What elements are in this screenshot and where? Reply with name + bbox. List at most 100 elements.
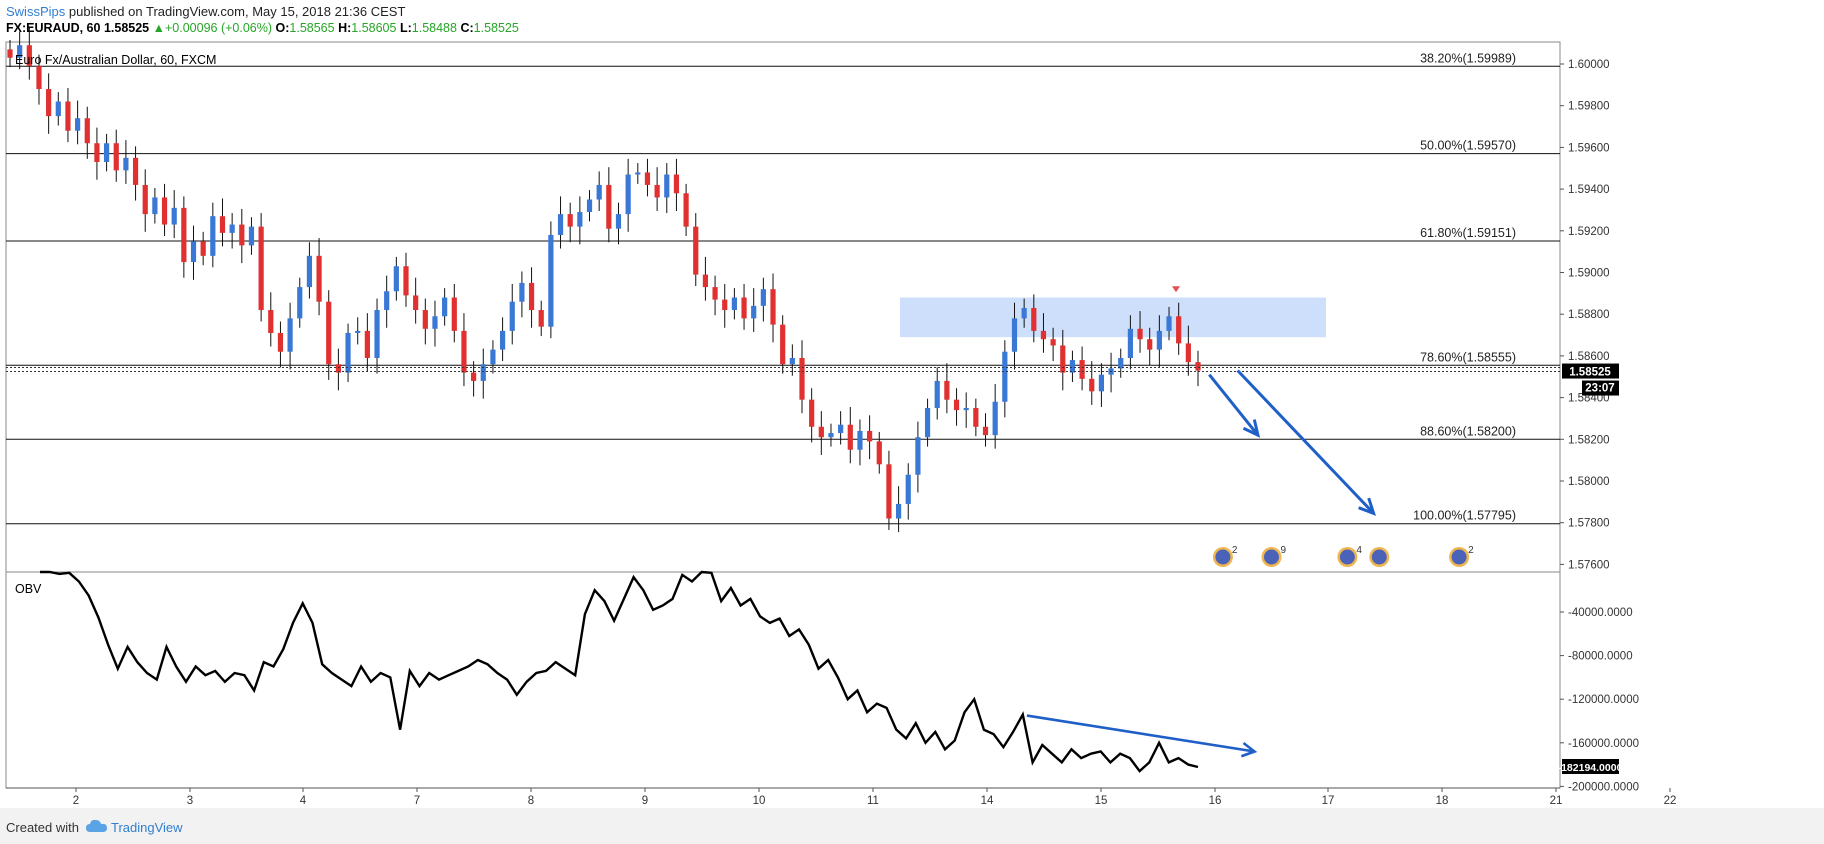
- up-triangle-icon: ▲: [152, 21, 165, 35]
- candle-bullish: [442, 297, 448, 317]
- candle-bearish: [335, 364, 341, 373]
- candle-bearish: [132, 157, 139, 185]
- candle-bullish: [1069, 360, 1076, 373]
- candle-bullish: [577, 212, 583, 227]
- candle-bearish: [944, 380, 950, 400]
- candle-bearish: [982, 426, 989, 436]
- flag-icon: [1339, 549, 1355, 565]
- candle-bullish: [1156, 330, 1162, 350]
- y-tick-label: 1.58200: [1568, 434, 1610, 446]
- x-tick-label: 2: [73, 795, 79, 807]
- chart-title: Euro Fx/Australian Dollar, 60, FXCM: [15, 53, 216, 67]
- price-tag-label: 1.58525: [1569, 367, 1611, 379]
- candle-bullish: [895, 503, 902, 519]
- candle-bearish: [780, 324, 786, 365]
- candle-bearish: [1195, 362, 1201, 371]
- candle-bearish: [702, 274, 709, 288]
- candle-bearish: [181, 207, 187, 263]
- y-tick-label: 1.58400: [1568, 393, 1610, 405]
- flag-icon: [1451, 549, 1467, 565]
- candle-bullish: [374, 310, 380, 358]
- candle-bullish: [480, 364, 486, 381]
- candle-bearish: [867, 430, 873, 442]
- candle-bullish: [384, 291, 390, 311]
- candle-bearish: [606, 184, 612, 229]
- event-badges[interactable]: 2 9 4 2: [1212, 545, 1474, 567]
- obv-title: OBV: [15, 582, 42, 596]
- obv-tick-label: -120000.0000: [1568, 694, 1639, 706]
- candles: [6, 27, 1560, 533]
- candle-bearish: [722, 299, 728, 311]
- candle-bearish: [799, 357, 805, 400]
- high-label: H:: [338, 21, 352, 35]
- arrowhead-icon: [1240, 741, 1258, 758]
- x-tick-label: 3: [187, 795, 193, 807]
- candle-bullish: [1166, 316, 1172, 331]
- marker-triangle-icon: [1172, 286, 1180, 293]
- candle-bearish: [1050, 339, 1056, 346]
- fib-level-label: 50.00%(1.59570): [1420, 139, 1516, 153]
- high-value: 1.58605: [351, 21, 397, 35]
- candle-bearish: [693, 226, 699, 275]
- resistance-zone-box[interactable]: [900, 297, 1326, 338]
- y-tick-label: 1.59200: [1568, 226, 1610, 238]
- forecast-arrow-line[interactable]: [1236, 369, 1375, 515]
- candle-bearish: [277, 332, 284, 352]
- candle-bullish: [297, 287, 303, 319]
- candle-bearish: [770, 289, 776, 325]
- author-link[interactable]: SwissPips: [6, 4, 66, 19]
- resistance-zone[interactable]: [900, 297, 1326, 338]
- published-text: published on TradingView.com, May 15, 20…: [68, 4, 406, 19]
- candle-bearish: [712, 287, 718, 300]
- price-pane[interactable]: [5, 41, 1561, 573]
- obv-pane[interactable]: [5, 570, 1561, 789]
- candle-bullish: [229, 224, 235, 233]
- candle-bullish: [760, 289, 766, 306]
- candle-bearish: [673, 174, 680, 194]
- candle-bearish: [818, 426, 824, 438]
- candle-bullish: [499, 330, 506, 350]
- candle-bullish: [963, 408, 969, 411]
- candle-bullish: [838, 424, 844, 434]
- fib-level-label: 38.20%(1.59989): [1420, 51, 1516, 65]
- candle-bearish: [876, 441, 882, 465]
- candle-bullish: [557, 214, 564, 235]
- event-count: 2: [1232, 545, 1238, 556]
- candle-bearish: [161, 197, 168, 225]
- obv-pane-frame[interactable]: [5, 571, 1561, 789]
- candle-bearish: [268, 310, 274, 333]
- x-tick-label: 22: [1664, 795, 1677, 807]
- candle-bearish: [200, 241, 206, 256]
- symbol-info: FX:EURAUD, 60 1.58525 ▲+0.00096 (+0.06%)…: [6, 21, 519, 35]
- candle-bullish: [490, 349, 496, 365]
- y-tick-label: 1.59000: [1568, 268, 1610, 280]
- candle-bearish: [413, 295, 419, 311]
- fib-level-label: 61.80%(1.59151): [1420, 226, 1516, 240]
- y-tick-label: 1.59800: [1568, 101, 1610, 113]
- divergence-trendline[interactable]: [1026, 714, 1255, 753]
- candle-bearish: [1137, 328, 1143, 340]
- candle-bullish: [171, 207, 177, 225]
- price-change: +0.00096 (+0.06%): [165, 21, 273, 35]
- candle-bearish: [528, 282, 535, 311]
- candle-bullish: [635, 172, 641, 175]
- candle-bearish: [538, 310, 544, 327]
- candle-bullish: [934, 380, 940, 409]
- y-tick-label: 1.57800: [1568, 518, 1610, 530]
- price-pane-frame[interactable]: [5, 41, 1561, 573]
- footer: Created with TradingView: [0, 808, 1824, 844]
- price-chart[interactable]: 38.20%(1.59989) 50.00%(1.59570) 61.80%(1.5…: [0, 0, 1824, 808]
- forecast-arrows[interactable]: [1208, 369, 1376, 516]
- obv-tick-label: -80000.0000: [1568, 651, 1633, 663]
- obv-tick-label: -200000.0000: [1568, 781, 1639, 793]
- close-value: 1.58525: [473, 21, 519, 35]
- tradingview-link[interactable]: TradingView: [111, 820, 183, 835]
- candle-bearish: [258, 226, 264, 311]
- candle-bearish: [142, 184, 148, 215]
- candle-bearish: [953, 399, 960, 411]
- open-label: O:: [275, 21, 290, 35]
- obv-line: [40, 570, 1199, 773]
- y-tick-label: 1.58000: [1568, 476, 1610, 488]
- forecast-arrow-line[interactable]: [1208, 373, 1260, 437]
- candle-bullish: [789, 357, 795, 365]
